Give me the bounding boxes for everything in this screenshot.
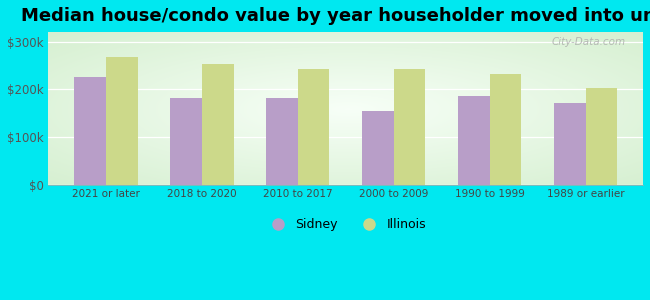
Bar <box>489 74 521 184</box>
Bar <box>106 57 138 184</box>
Bar <box>458 96 489 184</box>
Text: City-Data.com: City-Data.com <box>551 37 625 46</box>
Bar <box>586 88 617 184</box>
Bar <box>298 69 330 184</box>
Bar <box>266 98 298 184</box>
Bar <box>394 69 425 184</box>
Title: Median house/condo value by year householder moved into unit: Median house/condo value by year househo… <box>21 7 650 25</box>
Bar <box>202 64 233 184</box>
Bar <box>74 77 106 184</box>
Bar <box>586 88 617 184</box>
Bar <box>362 111 394 184</box>
Bar <box>170 98 202 184</box>
Bar <box>202 64 233 184</box>
Bar <box>298 69 330 184</box>
Bar <box>554 103 586 184</box>
Bar <box>554 103 586 184</box>
Legend: Sidney, Illinois: Sidney, Illinois <box>260 213 431 236</box>
Bar <box>266 98 298 184</box>
Bar <box>74 77 106 184</box>
Bar <box>362 111 394 184</box>
Bar <box>394 69 425 184</box>
Bar <box>106 57 138 184</box>
Bar <box>489 74 521 184</box>
Bar <box>170 98 202 184</box>
Bar <box>458 96 489 184</box>
